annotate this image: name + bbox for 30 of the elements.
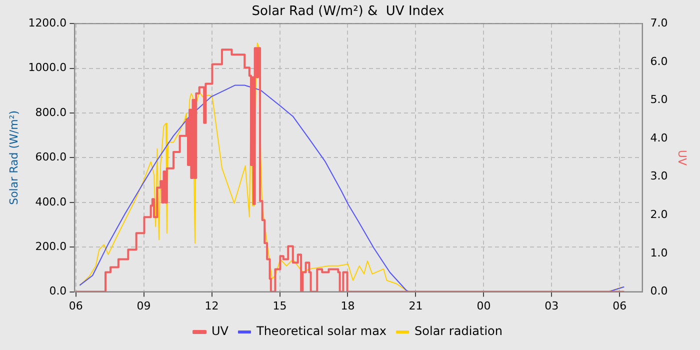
x-tick-label: 06 <box>68 299 83 312</box>
legend-label: Theoretical solar max <box>255 324 387 338</box>
x-tick-label: 18 <box>340 299 355 312</box>
y2-tick-label: 3.0 <box>650 170 668 183</box>
legend-label: UV <box>212 324 230 338</box>
x-tick-label: 03 <box>544 299 559 312</box>
y-axis-title: Solar Rad (W/m²) <box>7 110 20 205</box>
y-tick-label: 600.0 <box>35 150 67 164</box>
y-tick-label: 800.0 <box>35 106 67 119</box>
legend-label: Solar radiation <box>414 324 503 338</box>
y-tick-label: 200.0 <box>35 240 67 253</box>
y2-tick-label: 0.0 <box>650 284 668 298</box>
x-tick-label: 00 <box>476 299 491 312</box>
y2-tick-label: 2.0 <box>650 208 668 222</box>
x-tick-label: 09 <box>136 299 151 312</box>
y-tick-label: 1200.0 <box>28 16 67 30</box>
y2-tick-label: 7.0 <box>650 16 668 30</box>
y-tick-label: 400.0 <box>35 195 67 208</box>
y2-axis-title: UV <box>676 150 689 166</box>
y2-tick-label: 5.0 <box>650 93 668 106</box>
x-tick-label: 06 <box>612 299 627 312</box>
y-tick-label: 0.0 <box>49 284 67 298</box>
chart-title: Solar Rad (W/m²) & UV Index <box>252 4 445 20</box>
x-tick-label: 15 <box>272 299 287 312</box>
y-tick-label: 1000.0 <box>28 61 67 74</box>
y2-tick-label: 6.0 <box>650 54 668 68</box>
y2-tick-label: 1.0 <box>650 246 668 260</box>
x-tick-label: 12 <box>204 299 219 312</box>
x-tick-label: 21 <box>408 299 423 312</box>
y2-tick-label: 4.0 <box>650 131 668 144</box>
